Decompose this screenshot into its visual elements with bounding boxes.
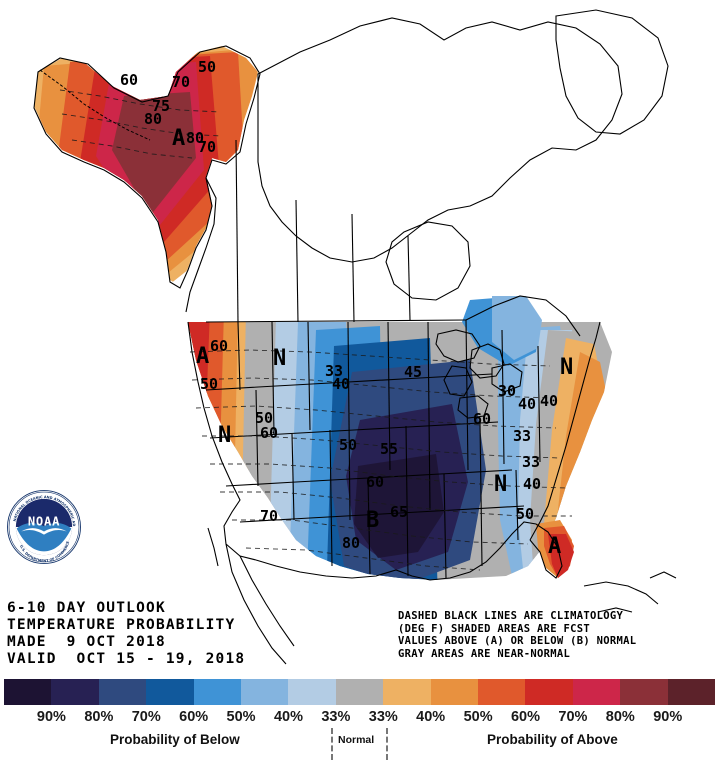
svg-text:N: N <box>494 472 507 497</box>
svg-text:60: 60 <box>366 473 384 491</box>
legend-swatch-0[interactable] <box>4 679 52 705</box>
legend-tick-11: 70% <box>558 709 588 725</box>
noaa-logo: NOAA NATIONAL OCEANIC AND ATMOSPHERIC AD… <box>6 489 81 564</box>
legend-tick-5: 40% <box>273 709 303 725</box>
legend-swatch-12[interactable] <box>572 679 621 705</box>
svg-text:A: A <box>172 126 185 151</box>
legend-tick-1: 80% <box>84 709 114 725</box>
legend-tick-2: 70% <box>131 709 161 725</box>
svg-text:40: 40 <box>540 392 558 410</box>
legend-swatch-10[interactable] <box>478 679 526 705</box>
svg-text:33: 33 <box>513 427 531 445</box>
svg-text:65: 65 <box>390 503 408 521</box>
legend-swatch-2[interactable] <box>98 679 147 705</box>
legend-caption-above: Probability of Above <box>487 732 618 747</box>
svg-text:60: 60 <box>260 424 278 442</box>
normal-divider-left <box>331 728 333 760</box>
legend-caption-below: Probability of Below <box>110 732 240 747</box>
legend-tick-13: 90% <box>653 709 683 725</box>
legend-tick-7: 33% <box>368 709 398 725</box>
svg-text:30: 30 <box>498 382 516 400</box>
legend-swatch-8[interactable] <box>383 679 431 705</box>
north-america-map[interactable]: 60 50 70 75 80 80 70 60 50 33 40 50 60 7… <box>0 0 719 672</box>
legend-swatch-11[interactable] <box>525 679 573 705</box>
svg-text:40: 40 <box>518 395 536 413</box>
legend-caption-normal: Normal <box>338 734 375 746</box>
svg-text:N: N <box>560 355 573 380</box>
svg-text:80: 80 <box>186 129 204 147</box>
legend-swatch-9[interactable] <box>430 679 479 705</box>
svg-text:50: 50 <box>339 436 357 454</box>
legend-tick-row: 90% 80% 70% 60% 50% 40% 33% 33% 40% 50% 60% 70% 80% 9… <box>0 707 691 727</box>
region-category-labels: A A N N B N N A <box>172 126 573 559</box>
legend-swatch-6[interactable] <box>288 679 336 705</box>
svg-text:70: 70 <box>172 73 190 91</box>
legend-swatch-4[interactable] <box>193 679 242 705</box>
svg-text:60: 60 <box>120 71 138 89</box>
svg-text:A: A <box>196 344 209 369</box>
legend-swatch-3[interactable] <box>146 679 194 705</box>
legend-tick-12: 80% <box>605 709 635 725</box>
svg-text:40: 40 <box>523 475 541 493</box>
legend-swatch-13[interactable] <box>620 679 668 705</box>
svg-text:NOAA: NOAA <box>28 514 60 528</box>
svg-text:45: 45 <box>404 363 422 381</box>
svg-text:33: 33 <box>522 453 540 471</box>
legend-tick-10: 60% <box>510 709 540 725</box>
coastlines-and-borders <box>33 9 677 665</box>
legend-swatch-14[interactable] <box>667 679 716 705</box>
contour-value-labels: 60 50 70 75 80 80 70 60 50 33 40 50 60 7… <box>120 58 558 552</box>
northeast-shading <box>462 296 542 366</box>
probability-legend: 90% 80% 70% 60% 50% 40% 33% 33% 40% 50% 60% 70% 80% 9… <box>0 676 719 760</box>
svg-text:60: 60 <box>210 337 228 355</box>
outlook-title-block: 6-10 DAY OUTLOOK TEMPERATURE PROBABILITY… <box>7 600 246 667</box>
legend-color-bar[interactable] <box>4 679 716 705</box>
svg-text:70: 70 <box>260 507 278 525</box>
legend-tick-0: 90% <box>36 709 66 725</box>
svg-text:N: N <box>218 423 231 448</box>
svg-text:50: 50 <box>255 409 273 427</box>
svg-text:80: 80 <box>144 110 162 128</box>
svg-text:60: 60 <box>473 410 491 428</box>
legend-tick-3: 60% <box>179 709 209 725</box>
svg-text:70: 70 <box>198 138 216 156</box>
legend-swatch-7[interactable] <box>335 679 384 705</box>
svg-text:75: 75 <box>152 97 170 115</box>
legend-tick-9: 50% <box>463 709 493 725</box>
svg-text:33: 33 <box>325 362 343 380</box>
svg-text:50: 50 <box>198 58 216 76</box>
legend-swatch-5[interactable] <box>241 679 289 705</box>
svg-text:80: 80 <box>342 534 360 552</box>
svg-text:A: A <box>548 534 561 559</box>
svg-text:N: N <box>273 346 286 371</box>
map-canvas[interactable]: 60 50 70 75 80 80 70 60 50 33 40 50 60 7… <box>0 0 719 672</box>
legend-tick-6: 33% <box>321 709 351 725</box>
svg-text:50: 50 <box>200 375 218 393</box>
svg-text:B: B <box>366 508 379 533</box>
svg-text:40: 40 <box>332 375 350 393</box>
svg-text:55: 55 <box>380 440 398 458</box>
legend-tick-8: 40% <box>416 709 446 725</box>
legend-tick-4: 50% <box>226 709 256 725</box>
outlook-notes-block: DASHED BLACK LINES ARE CLIMATOLOGY (DEG … <box>398 610 637 660</box>
normal-divider-right <box>386 728 388 760</box>
legend-swatch-1[interactable] <box>51 679 99 705</box>
svg-text:50: 50 <box>516 505 534 523</box>
legend-tick-spacer <box>0 707 28 727</box>
climatology-contours <box>59 89 572 571</box>
